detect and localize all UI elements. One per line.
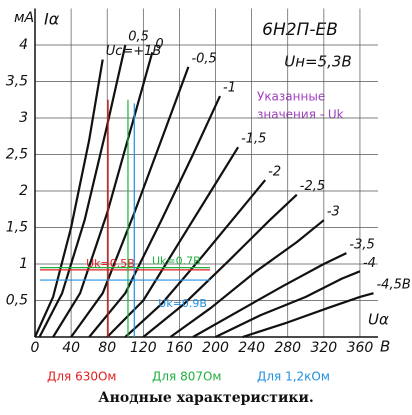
curve xyxy=(215,270,361,338)
y-axis-label: Iα xyxy=(44,10,60,29)
y-unit: мА xyxy=(14,10,34,26)
marker-label: Uk=0.5В xyxy=(86,257,135,270)
marker-label: Uk=0.7В xyxy=(152,255,201,268)
curve-label: -2 xyxy=(268,165,281,180)
curve-label: Uc=+1В xyxy=(106,44,162,59)
title-box xyxy=(240,12,365,77)
x-tick-label: 240 xyxy=(238,340,265,356)
curve-label: 0 xyxy=(155,37,163,52)
y-tick-label: 3 xyxy=(19,110,28,126)
x-tick-label: 0 xyxy=(31,340,40,356)
legend-label: Для 807Ом xyxy=(152,370,221,384)
curve xyxy=(142,193,298,338)
curve xyxy=(169,219,325,338)
chart-subtitle: Uн=5,3В xyxy=(284,53,352,71)
x-tick-label: 200 xyxy=(202,340,229,356)
chart-title: 6Н2П-ЕВ xyxy=(262,20,338,40)
curve-label: 0,5 xyxy=(128,30,149,45)
y-tick-label: 4 xyxy=(19,37,28,53)
x-tick-label: 80 xyxy=(98,340,116,356)
legend-label: Для 630Ом xyxy=(47,370,116,384)
curve-label: -1 xyxy=(223,81,236,96)
y-tick-label: 1 xyxy=(19,256,28,272)
curve xyxy=(88,95,221,338)
curve xyxy=(33,59,104,338)
annotation: Указанные xyxy=(257,90,325,104)
curve xyxy=(242,292,374,339)
x-tick-label: 120 xyxy=(130,340,157,356)
y-tick-label: 2,5 xyxy=(6,147,28,163)
curve xyxy=(52,52,154,338)
x-tick-label: 320 xyxy=(310,340,337,356)
curve-label: -3,5 xyxy=(349,238,374,253)
curve xyxy=(38,44,127,338)
legend-label: Для 1,2кОм xyxy=(257,370,330,384)
curve-label: -4 xyxy=(363,256,376,271)
curve-label: -3 xyxy=(327,205,340,220)
curve-label: -4,5В xyxy=(376,278,410,293)
curve xyxy=(124,179,267,338)
x-unit: В xyxy=(380,338,390,356)
annotation: значения - Uk xyxy=(257,108,344,122)
marker-label: Uk=0.9В xyxy=(158,297,207,310)
x-tick-label: 40 xyxy=(62,340,80,356)
caption: Анодные характеристики. xyxy=(98,390,313,406)
curve-label: -0,5 xyxy=(191,51,216,66)
x-tick-label: 280 xyxy=(274,340,301,356)
y-tick-label: 2 xyxy=(19,183,28,199)
y-tick-label: 0,5 xyxy=(6,293,28,309)
curve-label: -2,5 xyxy=(300,179,325,194)
x-tick-label: 160 xyxy=(166,340,193,356)
y-tick-label: 1,5 xyxy=(6,220,28,236)
curve xyxy=(106,146,240,338)
curve xyxy=(192,252,347,338)
x-tick-label: 360 xyxy=(347,340,374,356)
x-axis-label: Uα xyxy=(368,311,389,329)
curve-label: -1,5 xyxy=(241,132,266,147)
y-tick-label: 3,5 xyxy=(6,74,28,90)
